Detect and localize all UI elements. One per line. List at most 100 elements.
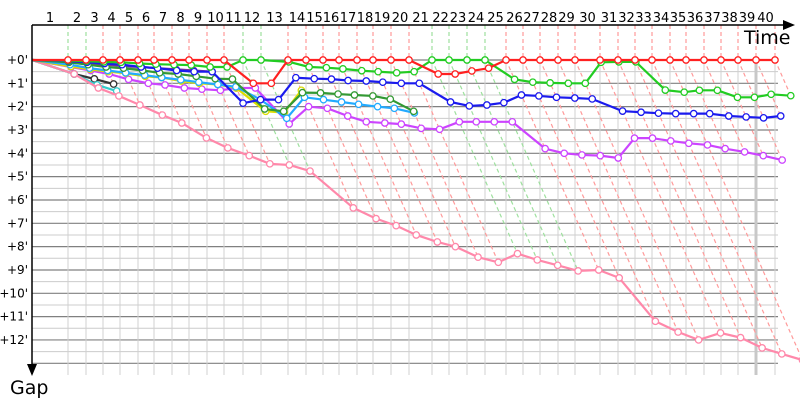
lap-tick-label: 28 [541, 11, 558, 26]
data-point [758, 344, 766, 352]
data-point [177, 119, 186, 127]
data-point [682, 56, 690, 64]
data-point [734, 56, 742, 64]
data-point [144, 79, 153, 88]
data-point [786, 91, 795, 100]
axes: Time Gap [10, 20, 795, 399]
data-point [115, 92, 123, 100]
data-point [717, 56, 725, 64]
data-point [362, 117, 371, 126]
data-point [631, 56, 639, 64]
data-point [499, 98, 508, 107]
y-tick-label: +12' [0, 333, 28, 347]
lap-tick-label: 4 [107, 11, 115, 26]
data-point [150, 56, 158, 64]
data-point [136, 101, 144, 109]
data-point [134, 56, 142, 64]
data-point [666, 137, 675, 145]
y-tick-label: +1' [7, 76, 28, 90]
series-4 [31, 58, 800, 363]
data-point [185, 56, 193, 64]
y-tick-label: +3' [7, 123, 28, 137]
data-point [614, 56, 622, 64]
data-point [552, 93, 561, 102]
data-point [203, 56, 211, 64]
data-point [372, 214, 380, 223]
lap-line-34 [669, 25, 800, 356]
y-tick-label: +9' [7, 263, 28, 277]
lap-tick-label: 8 [176, 11, 184, 26]
data-point [733, 93, 742, 102]
data-point [161, 81, 169, 89]
data-point [546, 79, 554, 87]
lap-line-20 [408, 25, 499, 263]
y-tick-label: +10' [0, 286, 28, 300]
lap-line-26 [522, 25, 620, 279]
data-point [337, 98, 346, 106]
data-point [759, 114, 768, 122]
data-point [417, 124, 426, 133]
data-point [428, 56, 436, 64]
data-point [553, 261, 562, 270]
data-point [415, 79, 424, 88]
y-tick-label: +4' [7, 146, 28, 160]
lap-line-37 [720, 25, 764, 156]
data-point [124, 75, 133, 84]
data-point [674, 328, 682, 336]
data-point [82, 56, 90, 64]
lap-tick-label: 21 [412, 11, 429, 26]
lap-line-35 [685, 25, 726, 149]
lap-line-31 [617, 25, 742, 338]
data-point [267, 79, 276, 88]
data-point [777, 350, 786, 358]
data-point [517, 91, 526, 99]
lap-line-39 [755, 25, 782, 117]
data-point [535, 92, 543, 100]
data-point [451, 70, 460, 78]
data-point [654, 109, 663, 118]
data-point [724, 112, 733, 120]
data-point [386, 95, 395, 104]
data-point [316, 89, 325, 97]
data-point [554, 56, 562, 64]
lap-tick-label: 29 [558, 11, 575, 26]
lap-tick-label: 18 [357, 11, 374, 26]
data-point [190, 67, 198, 76]
lap-tick-label: 19 [374, 11, 391, 26]
tick-labels: +0' +1' +2' +3' +4' +5' +6' +7' +8' +9' +10' +11' +1… [0, 11, 774, 347]
data-point [759, 151, 768, 160]
data-point [742, 113, 750, 121]
data-point [637, 108, 645, 117]
lap-line-22 [448, 25, 538, 261]
y-tick-label: +5' [7, 170, 28, 184]
data-point [90, 75, 99, 83]
data-point [767, 90, 775, 99]
data-point [433, 238, 442, 246]
data-point [94, 84, 103, 92]
data-point [713, 86, 722, 95]
lap-tick-label: 34 [653, 11, 670, 26]
lap-line-23 [466, 25, 559, 266]
data-point [752, 56, 760, 64]
lap-line-18 [372, 25, 456, 247]
data-point [206, 63, 214, 71]
data-point [594, 266, 603, 274]
data-point [228, 75, 237, 83]
data-point [465, 102, 474, 110]
data-point [412, 231, 421, 239]
data-point [109, 80, 118, 88]
lap-line-21 [431, 25, 519, 254]
data-point [220, 56, 228, 64]
series-group [31, 56, 800, 363]
lap-tick-label: 3 [90, 11, 98, 26]
data-point [322, 63, 331, 72]
data-point [409, 107, 418, 116]
lap-tick-label: 36 [687, 11, 704, 26]
y-tick-label: +0' [7, 53, 28, 67]
data-point [369, 56, 377, 64]
data-point [483, 101, 491, 109]
lap-tick-label: 9 [194, 11, 202, 26]
lap-line-29 [574, 25, 700, 341]
data-point [335, 56, 343, 64]
data-point [202, 134, 211, 142]
